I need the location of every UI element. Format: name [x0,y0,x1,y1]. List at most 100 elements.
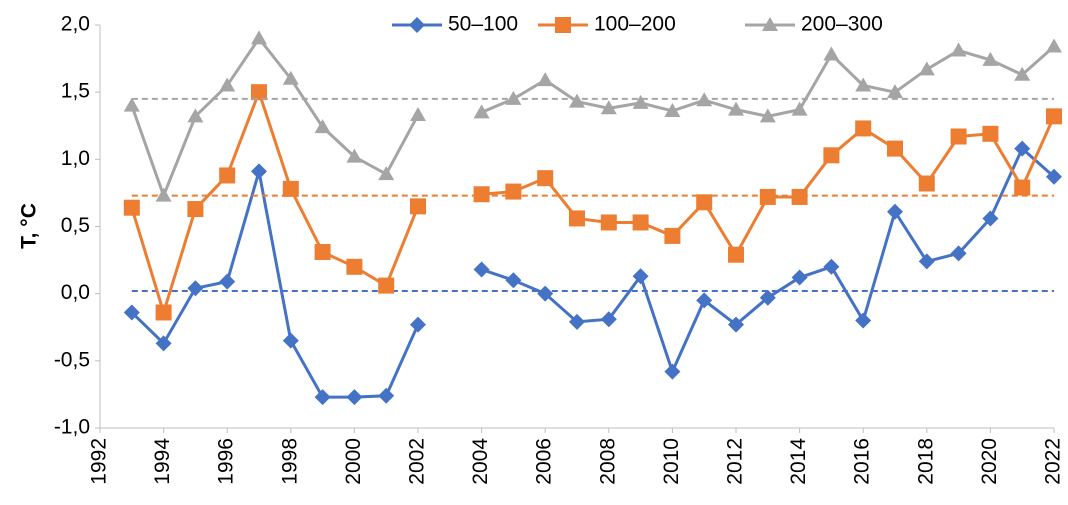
data-point [823,258,840,275]
x-tick-label: 2022 [1042,438,1065,485]
data-point [314,389,331,406]
series-line [130,87,1056,318]
data-point [251,163,267,180]
data-point [950,245,967,262]
x-tick-label: 2012 [724,438,747,485]
data-point [759,289,776,306]
data-point [378,387,395,404]
data-point [282,332,299,349]
data-point [410,107,426,122]
data-point [664,227,681,244]
data-point [950,128,967,145]
data-point [855,77,872,92]
data-point [473,261,490,278]
data-point [600,100,617,115]
data-point [600,311,617,328]
data-point [918,61,935,76]
y-tick-label: -0,5 [54,348,90,371]
legend-label: 200–300 [801,13,883,36]
data-point [855,312,872,329]
data-point [187,201,204,218]
data-point [887,84,903,99]
data-point [791,188,808,205]
data-point [155,187,172,202]
data-point [728,316,744,333]
data-point [600,214,617,231]
data-point [1046,168,1062,185]
data-point [314,244,331,261]
data-point [791,269,808,286]
data-point [823,147,840,164]
y-tick-label: 0,0 [61,281,90,304]
data-point [887,140,903,157]
data-point [251,30,267,45]
legend-label: 100–200 [594,13,676,36]
data-point [155,335,172,352]
data-point [632,94,649,109]
y-tick-label: 1,0 [61,147,90,170]
data-point [219,77,236,92]
data-point [123,97,140,112]
data-point [314,119,331,134]
x-tick-label: 1996 [215,438,238,485]
data-point [505,90,522,105]
data-point [696,194,713,211]
x-tick-label: 1994 [151,438,174,485]
data-point [505,183,522,200]
data-point [473,104,490,119]
data-point [537,72,554,87]
data-point [537,285,554,302]
x-tick-label: 2016 [851,438,874,485]
data-point [759,108,776,123]
x-tick-label: 1992 [88,438,111,485]
legend-marker [409,17,425,33]
data-point [505,272,522,289]
data-point [728,246,744,263]
data-point [378,166,395,181]
data-point [537,170,554,187]
data-point [251,84,267,101]
data-point [282,180,299,197]
y-tick-label: 2,0 [61,13,90,36]
series-line [130,146,1055,399]
data-point [155,304,172,321]
x-tick-label: 2004 [469,438,492,485]
x-tick-label: 2010 [660,438,683,485]
data-point [187,108,204,123]
data-point [728,101,744,116]
data-point [632,268,649,285]
data-point [918,175,935,192]
x-tick-label: 2002 [406,438,429,485]
data-point [410,316,426,333]
data-point [887,203,903,220]
data-point [1014,66,1031,81]
data-point [219,273,236,290]
data-point [918,253,935,270]
data-point [1014,140,1031,157]
legend-marker [762,17,778,31]
data-point [346,389,363,406]
data-point [569,210,585,227]
x-tick-label: 2020 [978,438,1001,485]
data-point [123,304,140,321]
data-point [664,363,681,380]
data-point [791,101,808,116]
data-point [569,313,585,330]
data-point [1046,38,1062,53]
legend-marker [555,17,571,33]
y-tick-label: 0,5 [61,214,90,237]
data-point [664,102,681,117]
data-point [696,92,713,107]
data-point [473,186,490,203]
x-tick-label: 2000 [342,438,365,485]
data-point [282,70,299,85]
data-point [632,214,649,231]
y-tick-label: 1,5 [61,80,90,103]
data-point [187,280,204,297]
x-tick-label: 2018 [914,438,937,485]
data-point [569,93,585,108]
data-point [1046,108,1062,125]
data-point [219,167,236,184]
x-tick-label: 2006 [533,438,556,485]
